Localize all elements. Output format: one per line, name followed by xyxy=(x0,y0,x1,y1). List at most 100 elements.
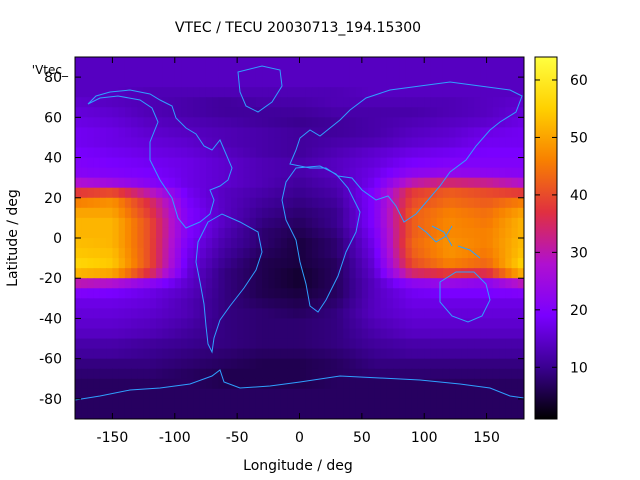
heatmap-cell xyxy=(517,127,524,139)
heatmap-cell xyxy=(424,137,432,149)
heatmap-cell xyxy=(212,127,220,139)
heatmap-cell xyxy=(249,187,257,199)
heatmap-cell xyxy=(99,87,107,98)
heatmap-cell xyxy=(442,177,450,189)
heatmap-cell xyxy=(299,57,307,68)
heatmap-cell xyxy=(368,97,375,108)
heatmap-cell xyxy=(511,358,519,370)
heatmap-cell xyxy=(187,147,195,159)
heatmap-cell xyxy=(156,388,163,400)
heatmap-cell xyxy=(181,217,188,229)
heatmap-cell xyxy=(474,157,481,169)
heatmap-cell xyxy=(511,67,519,78)
heatmap-cell xyxy=(430,87,438,98)
heatmap-cell xyxy=(293,67,301,78)
heatmap-cell xyxy=(118,388,126,400)
heatmap-cell xyxy=(199,187,207,199)
heatmap-cell xyxy=(156,77,163,88)
heatmap-cell xyxy=(499,268,506,279)
heatmap-cell xyxy=(517,298,524,309)
heatmap-cell xyxy=(106,177,114,189)
heatmap-cell xyxy=(368,338,375,350)
heatmap-cell xyxy=(224,207,232,219)
heatmap-cell xyxy=(75,137,82,149)
heatmap-cell xyxy=(168,358,176,370)
heatmap-cell xyxy=(430,308,438,320)
heatmap-cell xyxy=(318,368,326,380)
heatmap-cell xyxy=(455,107,463,118)
heatmap-cell xyxy=(417,388,425,400)
heatmap-cell xyxy=(168,368,176,380)
heatmap-cell xyxy=(374,187,382,199)
heatmap-cell xyxy=(81,127,89,139)
heatmap-cell xyxy=(193,137,201,149)
heatmap-cell xyxy=(156,238,163,249)
heatmap-cell xyxy=(480,358,488,370)
heatmap-cell xyxy=(193,187,201,199)
heatmap-cell xyxy=(430,77,438,88)
heatmap-cell xyxy=(511,268,519,279)
heatmap-cell xyxy=(299,217,307,229)
heatmap-cell xyxy=(93,67,101,78)
heatmap-cell xyxy=(224,117,232,128)
colorbar-tick-label: 40 xyxy=(570,188,588,204)
heatmap-cell xyxy=(205,227,213,239)
heatmap-cell xyxy=(224,127,232,139)
heatmap-cell xyxy=(168,187,176,199)
colorbar xyxy=(534,56,558,420)
heatmap-cell xyxy=(486,308,494,320)
heatmap-cell xyxy=(417,117,425,128)
heatmap-cell xyxy=(156,227,163,239)
heatmap-cell xyxy=(243,67,251,78)
heatmap-cell xyxy=(131,157,138,169)
heatmap-cell xyxy=(330,87,338,98)
heatmap-cell xyxy=(237,77,244,88)
heatmap-cell xyxy=(262,177,269,189)
heatmap-cell xyxy=(449,328,457,340)
heatmap-cell xyxy=(442,298,450,309)
heatmap-cell xyxy=(243,167,251,179)
heatmap-cell xyxy=(455,248,463,259)
heatmap-cell xyxy=(343,107,350,118)
heatmap-cell xyxy=(249,117,257,128)
heatmap-cell xyxy=(280,358,288,370)
heatmap-cell xyxy=(467,177,475,189)
heatmap-cell xyxy=(205,358,213,370)
heatmap-cell xyxy=(162,57,170,68)
heatmap-cell xyxy=(467,278,475,289)
heatmap-cell xyxy=(380,258,388,269)
heatmap-cell xyxy=(393,197,400,209)
heatmap-cell xyxy=(131,288,138,299)
heatmap-cell xyxy=(393,378,400,390)
heatmap-cell xyxy=(368,298,375,309)
heatmap-cell xyxy=(336,137,344,149)
heatmap-cell xyxy=(293,187,301,199)
heatmap-cell xyxy=(455,177,463,189)
heatmap-cell xyxy=(486,137,494,149)
heatmap-cell xyxy=(517,207,524,219)
heatmap-cell xyxy=(106,358,114,370)
heatmap-cell xyxy=(93,167,101,179)
heatmap-cell xyxy=(93,358,101,370)
heatmap-cell xyxy=(499,57,506,68)
heatmap-cell xyxy=(430,388,438,400)
heatmap-cell xyxy=(486,288,494,299)
heatmap-cell xyxy=(492,388,500,400)
heatmap-cell xyxy=(118,248,126,259)
heatmap-cell xyxy=(324,378,332,390)
heatmap-cell xyxy=(424,187,432,199)
heatmap-cell xyxy=(305,288,313,299)
heatmap-cell xyxy=(305,197,313,209)
heatmap-cell xyxy=(299,398,307,410)
x-tick-label: 50 xyxy=(353,430,371,446)
heatmap-cell xyxy=(324,398,332,410)
heatmap-cell xyxy=(349,227,357,239)
heatmap-cell xyxy=(143,227,151,239)
heatmap-cell xyxy=(187,107,195,118)
heatmap-cell xyxy=(336,127,344,139)
heatmap-cell xyxy=(386,197,394,209)
heatmap-cell xyxy=(224,368,232,380)
heatmap-cell xyxy=(361,57,369,68)
heatmap-cell xyxy=(137,77,145,88)
